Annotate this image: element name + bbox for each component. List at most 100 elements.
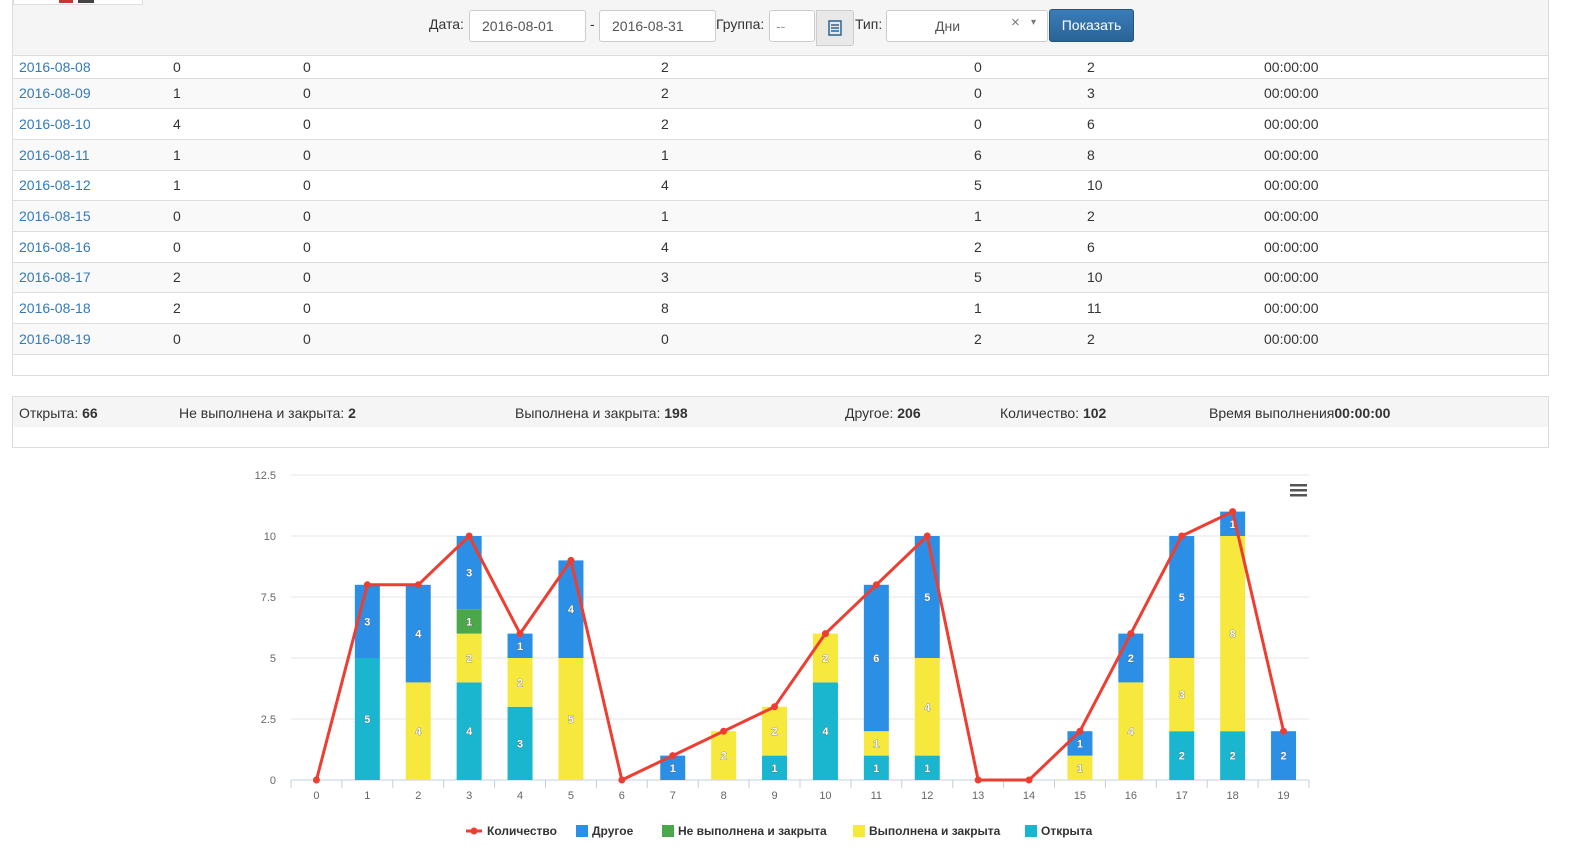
date-to-input[interactable]: 2016-08-31	[599, 10, 716, 42]
table-row: 2016-08-11 1 0 1 6 8 00:00:00	[13, 139, 1548, 171]
legend-symbol	[1025, 825, 1037, 837]
hamburger-menu-icon	[1290, 494, 1307, 497]
group-picker-button[interactable]	[816, 10, 854, 46]
data-label: 2	[466, 653, 472, 665]
date-link[interactable]: 2016-08-18	[19, 300, 91, 317]
bar-segment	[405, 584, 431, 683]
line-point	[465, 532, 473, 540]
line-point	[363, 581, 371, 589]
bar-segment	[711, 731, 737, 780]
data-label: 2	[1179, 751, 1185, 763]
line-point	[771, 703, 779, 711]
table-cell: 10	[1087, 262, 1264, 294]
bar-segment	[1067, 731, 1093, 756]
data-label: 3	[517, 738, 523, 750]
table-cell: 1	[173, 139, 303, 171]
x-tick-label: 3	[466, 790, 472, 802]
date-link[interactable]: 2016-08-15	[19, 208, 91, 225]
table-row: 2016-08-15 0 0 1 1 2 00:00:00	[13, 200, 1548, 232]
line-point	[567, 556, 575, 564]
type-select[interactable]: Дни × ▾	[886, 10, 1048, 42]
summary-done: Выполнена и закрыта: 198	[515, 405, 688, 421]
line-point	[1178, 532, 1186, 540]
table-cell: 6	[1087, 231, 1264, 263]
line-point	[974, 776, 982, 784]
data-label: 4	[415, 629, 422, 641]
x-tick-label: 0	[313, 790, 319, 802]
table-cell: 00:00:00	[1264, 56, 1548, 79]
bar-segment	[863, 755, 889, 780]
line-point	[312, 776, 320, 784]
table-cell: 0	[303, 78, 661, 110]
line-point	[1076, 727, 1084, 735]
show-button[interactable]: Показать	[1049, 9, 1134, 42]
table-cell: 0	[303, 262, 661, 294]
date-link[interactable]: 2016-08-08	[19, 58, 91, 75]
x-tick-label: 18	[1227, 790, 1239, 802]
group-label: Группа:	[716, 16, 765, 32]
table-cell: 0	[303, 292, 661, 324]
x-tick-label: 13	[972, 790, 984, 802]
table-cell: 2	[974, 323, 1087, 355]
corner-tab[interactable]	[13, 0, 143, 5]
filter-toolbar: Дата: 2016-08-01 - 2016-08-31 Группа: --…	[12, 0, 1549, 56]
bar-segment	[507, 706, 533, 780]
bar-segment	[1118, 633, 1144, 683]
table-cell: 1	[974, 292, 1087, 324]
data-label: 1	[517, 641, 523, 653]
date-link[interactable]: 2016-08-12	[19, 177, 91, 194]
table-cell: 1	[661, 139, 974, 171]
table-cell: 0	[173, 200, 303, 232]
data-label: 1	[1077, 738, 1083, 750]
table-cell: 0	[303, 108, 661, 140]
y-tick-label: 7.5	[261, 592, 276, 604]
date-link[interactable]: 2016-08-11	[19, 146, 90, 163]
data-label: 5	[568, 714, 574, 726]
date-from-input[interactable]: 2016-08-01	[469, 10, 586, 42]
clear-icon[interactable]: ×	[1011, 14, 1020, 31]
legend-symbol	[662, 825, 674, 837]
data-label: 1	[1230, 519, 1236, 531]
bar-segment	[558, 658, 584, 780]
table-row: 2016-08-12 1 0 4 5 10 00:00:00	[13, 170, 1548, 202]
date-link[interactable]: 2016-08-16	[19, 238, 91, 255]
group-input[interactable]: --	[769, 10, 815, 42]
hamburger-menu-icon	[1290, 484, 1307, 487]
table-cell: 8	[1087, 139, 1264, 171]
line-point	[516, 630, 524, 638]
table-row: 2016-08-16 0 0 4 2 6 00:00:00	[13, 231, 1548, 263]
table-cell: 00:00:00	[1264, 292, 1548, 324]
y-tick-label: 2.5	[261, 714, 276, 726]
table-cell: 8	[661, 292, 974, 324]
date-link[interactable]: 2016-08-10	[19, 116, 91, 133]
date-link[interactable]: 2016-08-09	[19, 85, 91, 102]
table-cell: 2	[1087, 56, 1264, 79]
bar-segment	[863, 731, 889, 756]
line-point	[618, 776, 626, 784]
data-label: 1	[873, 763, 879, 775]
chevron-down-icon[interactable]: ▾	[1031, 17, 1037, 28]
table-cell-date: 2016-08-18	[13, 292, 173, 324]
x-tick-label: 2	[415, 790, 421, 802]
legend-symbol	[576, 825, 588, 837]
bar-segment	[1271, 731, 1297, 780]
line-point	[1025, 776, 1033, 784]
x-tick-label: 16	[1125, 790, 1137, 802]
table-cell: 5	[974, 262, 1087, 294]
data-label: 2	[771, 726, 777, 738]
data-label: 2	[1280, 751, 1286, 763]
date-link[interactable]: 2016-08-19	[19, 330, 91, 347]
table-cell: 0	[173, 231, 303, 263]
bar-segment	[558, 560, 584, 658]
bar-segment	[456, 536, 482, 610]
table-cell: 00:00:00	[1264, 200, 1548, 232]
legend-label: Выполнена и закрыта	[869, 824, 1001, 838]
line-point	[821, 630, 829, 638]
legend-label: Открыта	[1041, 824, 1093, 838]
data-label: 2	[1230, 751, 1236, 763]
table-row: 2016-08-19 0 0 0 2 2 00:00:00	[13, 323, 1548, 355]
bar-segment	[812, 633, 838, 683]
table-cell: 0	[661, 323, 974, 355]
date-link[interactable]: 2016-08-17	[19, 269, 91, 286]
